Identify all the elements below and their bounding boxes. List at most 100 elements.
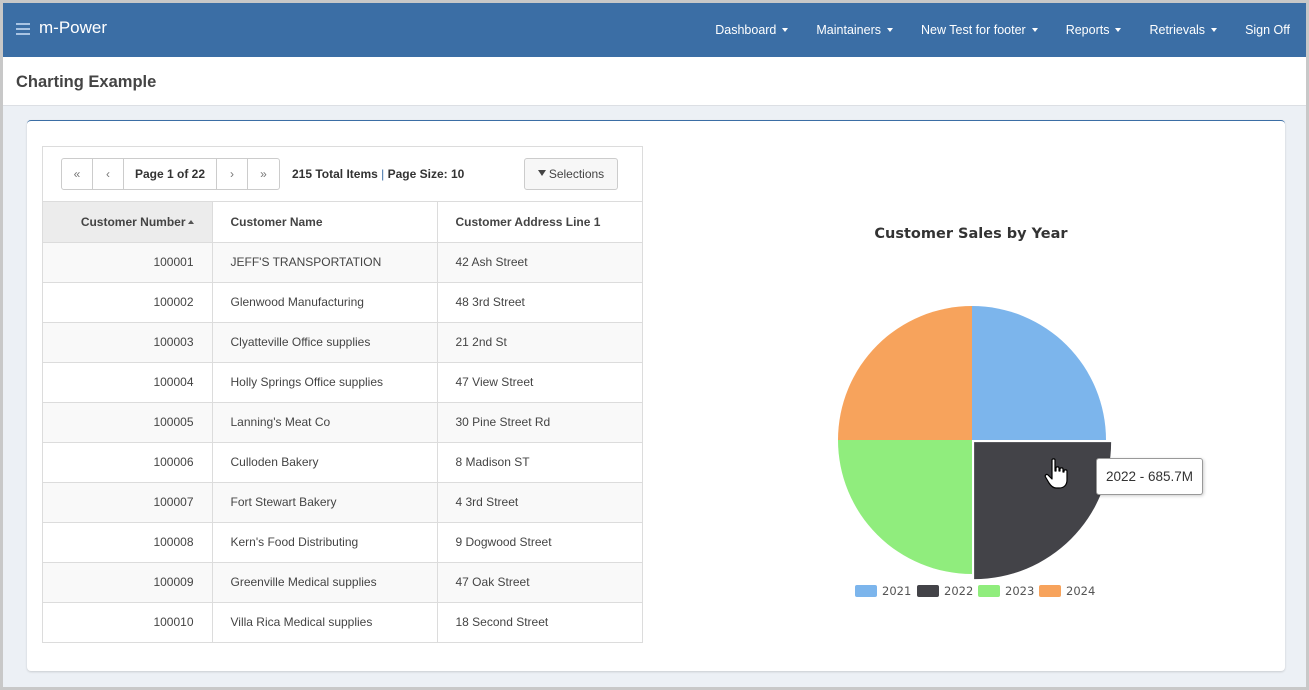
last-page-button[interactable]: » <box>260 167 267 181</box>
nav-new-test-for-footer[interactable]: New Test for footer <box>921 23 1038 37</box>
table-row[interactable]: 100006 Culloden Bakery 8 Madison ST <box>43 442 642 483</box>
cell-customer-name: Fort Stewart Bakery <box>212 482 438 523</box>
column-label: Customer Name <box>230 214 323 229</box>
cell-customer-address: 8 Madison ST <box>437 442 642 483</box>
cell-customer-address: 47 Oak Street <box>437 562 642 603</box>
legend-label: 2022 <box>944 584 973 598</box>
cell-customer-number: 100006 <box>43 442 213 483</box>
page-header: Charting Example <box>3 57 1306 106</box>
caret-down-icon <box>1211 28 1218 32</box>
page-title: Charting Example <box>16 73 157 91</box>
nav-label: Sign Off <box>1245 23 1290 37</box>
cell-customer-number: 100009 <box>43 562 213 603</box>
nav-label: Retrievals <box>1149 23 1206 37</box>
caret-down-icon <box>887 28 894 32</box>
cell-customer-name: Holly Springs Office supplies <box>212 362 438 403</box>
table-row[interactable]: 100008 Kern's Food Distributing 9 Dogwood … <box>43 522 642 563</box>
hand-cursor-icon <box>1044 458 1068 489</box>
nav-label: Dashboard <box>715 23 777 37</box>
table-row[interactable]: 100010 Villa Rica Medical supplies 18 Seco… <box>43 602 642 642</box>
cell-customer-address: 18 Second Street <box>455 615 549 630</box>
chart-title: Customer Sales by Year <box>874 226 1068 242</box>
cell-customer-name: Lanning's Meat Co <box>212 402 438 443</box>
pager: « ‹ Page 1 of 22 › » <box>61 158 280 190</box>
caret-down-icon <box>782 28 789 32</box>
legend-item-2022[interactable]: 2022 <box>917 584 973 598</box>
selections-label: Selections <box>548 167 605 181</box>
main-nav: Dashboard Maintainers New Test for foote… <box>687 3 1290 57</box>
table-row[interactable]: 100009 Greenville Medical supplies 47 Oak … <box>43 562 642 603</box>
customer-table: Customer Number Customer Name Customer A… <box>43 202 642 642</box>
selections-button[interactable]: Selections <box>524 158 618 190</box>
cell-customer-address: 48 3rd Street <box>437 282 642 323</box>
nav-retrievals[interactable]: Retrievals <box>1149 23 1218 37</box>
pie-slice-2024[interactable] <box>838 306 972 440</box>
page-indicator: Page 1 of 22 <box>124 159 217 189</box>
table-row[interactable]: 100005 Lanning's Meat Co 30 Pine Street Rd <box>43 402 642 443</box>
cell-customer-name: Glenwood Manufacturing <box>212 282 438 323</box>
cell-customer-address: 4 3rd Street <box>437 482 642 523</box>
nav-sign-off[interactable]: Sign Off <box>1245 23 1290 37</box>
cell-customer-number: 100004 <box>43 362 213 403</box>
table-row[interactable]: 100001 JEFF'S TRANSPORTATION 42 Ash Street <box>43 242 642 283</box>
column-header-customer-name[interactable]: Customer Name <box>212 202 438 243</box>
prev-page-button[interactable]: ‹ <box>93 159 124 189</box>
table-header-row: Customer Number Customer Name Customer A… <box>43 202 642 243</box>
caret-down-icon <box>1031 28 1038 32</box>
table-row[interactable]: 100003 Clyatteville Office supplies 21 2nd… <box>43 322 642 363</box>
page-size: Page Size: 10 <box>387 167 465 181</box>
cell-customer-number: 100008 <box>43 522 213 563</box>
legend-label: 2023 <box>1005 584 1034 598</box>
menu-icon[interactable] <box>16 23 30 35</box>
nav-dashboard[interactable]: Dashboard <box>715 23 789 37</box>
legend-item-2024[interactable]: 2024 <box>1039 584 1095 598</box>
cell-customer-number: 100005 <box>43 402 213 443</box>
items-info: 215 Total Items | Page Size: 10 <box>292 167 464 181</box>
legend-item-2023[interactable]: 2023 <box>978 584 1034 598</box>
chart-legend: 2021 2022 2023 2024 <box>855 584 1095 598</box>
nav-label: Reports <box>1065 23 1110 37</box>
nav-label: New Test for footer <box>921 23 1026 37</box>
separator: | <box>381 167 385 181</box>
legend-item-2021[interactable]: 2021 <box>855 584 911 598</box>
cell-customer-address: 21 2nd St <box>437 322 642 363</box>
next-page-button[interactable]: › <box>217 159 248 189</box>
cell-customer-number: 100010 <box>43 602 213 642</box>
cell-customer-number: 100002 <box>43 282 213 323</box>
pie-slices <box>838 306 1112 580</box>
cell-customer-address: 42 Ash Street <box>437 242 642 283</box>
cell-customer-address: 47 View Street <box>437 362 642 403</box>
nav-label: Maintainers <box>816 23 882 37</box>
cell-customer-number: 100001 <box>43 242 213 283</box>
total-items: 215 Total Items <box>292 167 378 181</box>
table-row[interactable]: 100007 Fort Stewart Bakery 4 3rd Street <box>43 482 642 523</box>
data-grid: « ‹ Page 1 of 22 › » 215 Total Items | P… <box>42 146 643 643</box>
nav-reports[interactable]: Reports <box>1066 23 1122 37</box>
cell-customer-name: Clyatteville Office supplies <box>212 322 438 363</box>
pie-chart: Customer Sales by Year 2021 2022 2023 2024 <box>838 226 1112 598</box>
legend-swatch <box>917 585 939 597</box>
table-row[interactable]: 100004 Holly Springs Office supplies 47 Vi… <box>43 362 642 403</box>
sort-ascending-icon <box>187 219 194 224</box>
nav-maintainers[interactable]: Maintainers <box>816 23 894 37</box>
cell-customer-name: Greenville Medical supplies <box>212 562 438 603</box>
cell-customer-name: Kern's Food Distributing <box>212 522 438 563</box>
pie-slice-2023[interactable] <box>838 440 972 574</box>
legend-swatch <box>1039 585 1061 597</box>
column-header-customer-address[interactable]: Customer Address Line 1 <box>437 202 642 243</box>
legend-label: 2021 <box>882 584 911 598</box>
pie-slice-2022[interactable] <box>974 442 1112 580</box>
legend-swatch <box>978 585 1000 597</box>
cell-customer-address: 30 Pine Street Rd <box>437 402 642 443</box>
brand-logo[interactable]: m-Power <box>39 18 108 37</box>
legend-label: 2024 <box>1066 584 1095 598</box>
table-row[interactable]: 100002 Glenwood Manufacturing 48 3rd Stree… <box>43 282 642 323</box>
content-card: « ‹ Page 1 of 22 › » 215 Total Items | P… <box>27 120 1285 671</box>
first-page-button[interactable]: « <box>62 159 93 189</box>
cell-customer-name: Villa Rica Medical supplies <box>212 602 438 642</box>
top-navbar: m-Power Dashboard Maintainers New Test f… <box>3 3 1306 57</box>
column-header-customer-number[interactable]: Customer Number <box>43 202 213 243</box>
pie-slice-2021[interactable] <box>972 306 1106 440</box>
cell-customer-name: JEFF'S TRANSPORTATION <box>212 242 438 283</box>
